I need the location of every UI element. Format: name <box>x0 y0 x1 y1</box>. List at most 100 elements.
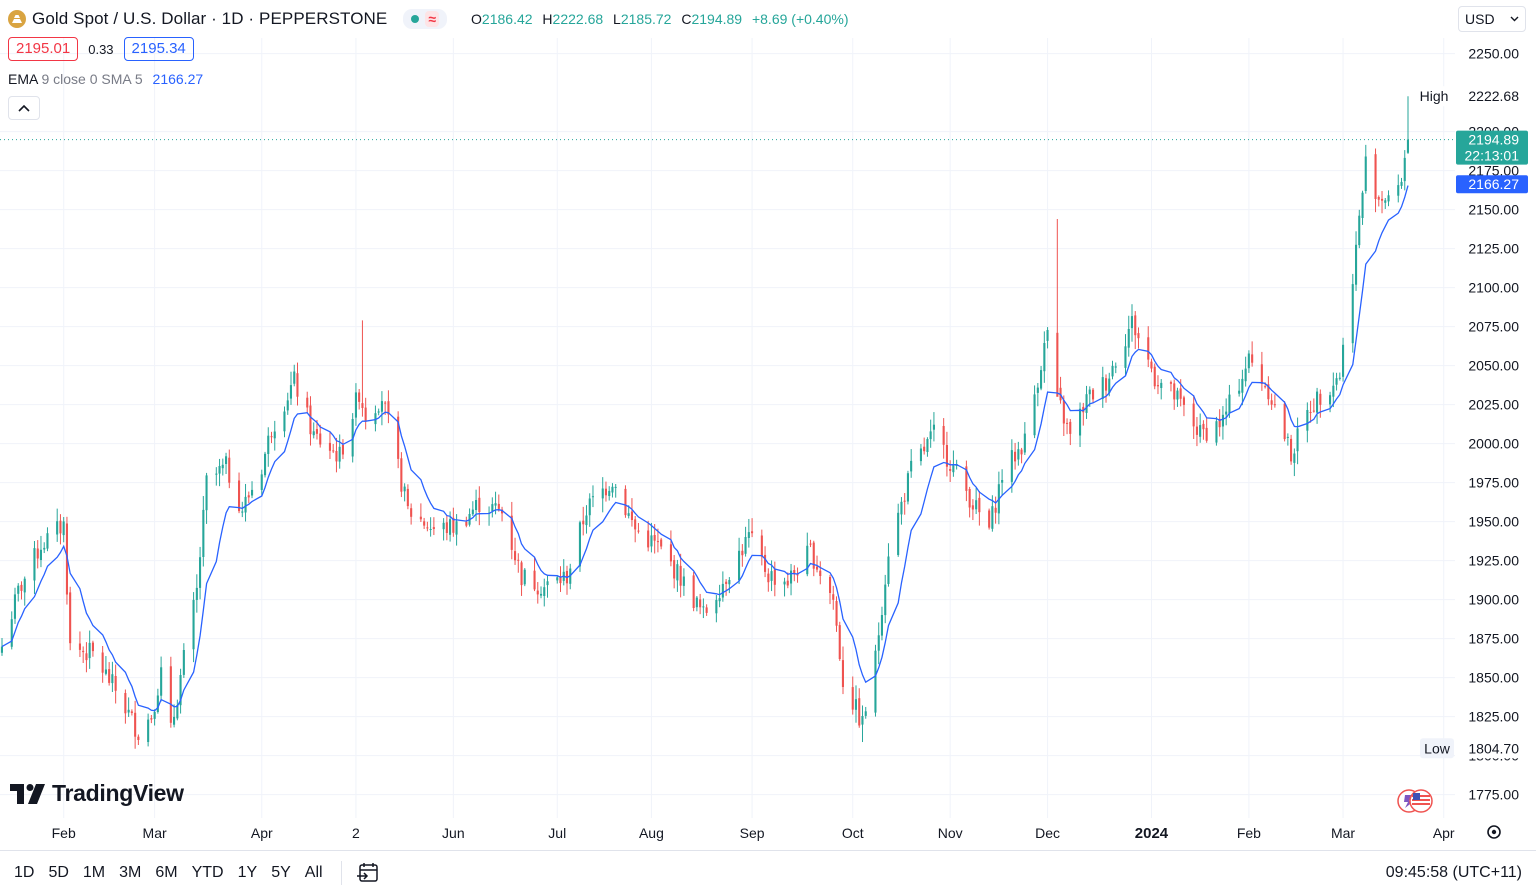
candle-body <box>137 736 140 740</box>
timeframe-5y[interactable]: 5Y <box>271 864 291 881</box>
sell-button[interactable]: 2195.01 <box>8 37 79 61</box>
candle-body <box>835 601 838 626</box>
candle-body <box>699 599 702 608</box>
candle-body <box>0 646 3 653</box>
timeframe-5d[interactable]: 5D <box>48 864 69 881</box>
chevron-up-icon <box>18 104 30 112</box>
candle-body <box>536 590 539 595</box>
candle-body <box>695 597 698 608</box>
candle-body <box>238 480 241 512</box>
candle-body <box>747 532 750 538</box>
candle-body <box>556 577 559 581</box>
candle-body <box>1364 156 1367 191</box>
candle-body <box>520 562 523 586</box>
tradingview-watermark[interactable]: TradingView <box>10 780 184 807</box>
timeframe-3m[interactable]: 3M <box>119 864 142 881</box>
candle-body <box>588 498 591 516</box>
price-tick-label: 1925.00 <box>1468 553 1519 569</box>
candle-body <box>988 510 991 528</box>
market-status[interactable]: ≈ <box>403 9 448 29</box>
timeframe-all[interactable]: All <box>304 864 323 881</box>
candle-body <box>192 599 195 650</box>
candle-body <box>1312 410 1315 412</box>
price-tick-label: 1775.00 <box>1468 787 1519 803</box>
candle-body <box>864 711 867 716</box>
candle-body <box>884 584 887 616</box>
candle-body <box>179 675 182 706</box>
timeframe-ytd[interactable]: YTD <box>191 864 224 881</box>
candle-body <box>1137 333 1140 339</box>
candle-body <box>669 544 672 562</box>
candle-body <box>1195 426 1198 435</box>
low-label-bg <box>1420 738 1454 759</box>
close-value: 2194.89 <box>691 11 743 27</box>
candle-body <box>56 521 59 535</box>
bottom-toolbar: 1D 5D 1M 3M 6M YTD 1Y 5Y All 09:45:58 (U… <box>0 850 1536 895</box>
candle-body <box>160 667 163 696</box>
candle-body <box>1342 344 1345 377</box>
candle-body <box>127 709 130 713</box>
indicator-params: 9 close 0 SMA 5 <box>41 71 143 87</box>
goto-date-button[interactable] <box>356 862 380 884</box>
candle-body <box>1092 389 1095 400</box>
candle-body <box>33 548 36 581</box>
symbol-title[interactable]: Gold Spot / U.S. Dollar · 1D · PEPPERSTO… <box>32 9 388 28</box>
candle-body <box>952 464 955 473</box>
candle-body <box>1124 346 1127 368</box>
currency-select[interactable]: USD <box>1458 6 1526 32</box>
ema-badge <box>1456 175 1528 194</box>
candle-body <box>744 537 747 554</box>
trade-buttons: 2195.01 0.33 2195.34 <box>8 37 194 61</box>
candle-body <box>1062 400 1065 424</box>
collapse-legend-button[interactable] <box>8 96 40 120</box>
candle-body <box>624 488 627 516</box>
timeframe-1d[interactable]: 1D <box>14 864 35 881</box>
timezone-clock[interactable]: 09:45:58 (UTC+11) <box>1385 864 1522 881</box>
low-value-bg <box>1456 738 1526 759</box>
candle-body <box>517 559 520 561</box>
candle-body <box>533 570 536 590</box>
candle-body <box>1403 157 1406 182</box>
price-chart[interactable]: 2250.002200.002175.002150.002125.002100.… <box>0 0 1536 850</box>
chevron-down-icon <box>1510 16 1519 22</box>
candle-body <box>1241 378 1244 393</box>
candle-body <box>23 578 26 593</box>
candle-body <box>319 433 322 445</box>
candle-body <box>637 530 640 532</box>
candle-body <box>543 587 546 596</box>
timeframe-1m[interactable]: 1M <box>82 864 106 881</box>
candle-body <box>1082 406 1085 413</box>
candle-body <box>1218 418 1221 428</box>
candle-body <box>903 500 906 502</box>
high-label-bg <box>1418 86 1455 107</box>
time-tick-label: 2024 <box>1135 825 1169 842</box>
candle-body <box>1182 397 1185 405</box>
candle-body <box>919 448 922 462</box>
news-flag-icon[interactable] <box>1397 789 1433 813</box>
candle-body <box>497 503 500 509</box>
candle-body <box>861 716 864 725</box>
gear-icon-center <box>1491 829 1497 835</box>
time-tick-label: Mar <box>143 825 167 841</box>
buy-button[interactable]: 2195.34 <box>123 37 194 61</box>
candle-body <box>1260 364 1263 384</box>
candle-body <box>452 517 455 533</box>
candle-body <box>1033 394 1036 436</box>
candle-body <box>312 431 315 436</box>
candle-body <box>838 625 841 659</box>
candle-body <box>942 426 945 445</box>
candle-body <box>994 507 997 513</box>
candle-body <box>1273 404 1276 406</box>
timeframe-1y[interactable]: 1Y <box>237 864 258 881</box>
candle-body <box>88 642 91 659</box>
calendar-icon <box>356 863 378 882</box>
candle-body <box>39 549 42 560</box>
candle-body <box>1127 329 1130 348</box>
candle-body <box>429 529 432 530</box>
candle-body <box>647 530 650 548</box>
timeframe-6m[interactable]: 6M <box>155 864 178 881</box>
indicator-legend[interactable]: EMA 9 close 0 SMA 5 2166.27 <box>8 71 203 87</box>
gear-icon[interactable] <box>1487 825 1501 839</box>
candle-body <box>1085 394 1088 413</box>
candle-body <box>260 474 263 490</box>
